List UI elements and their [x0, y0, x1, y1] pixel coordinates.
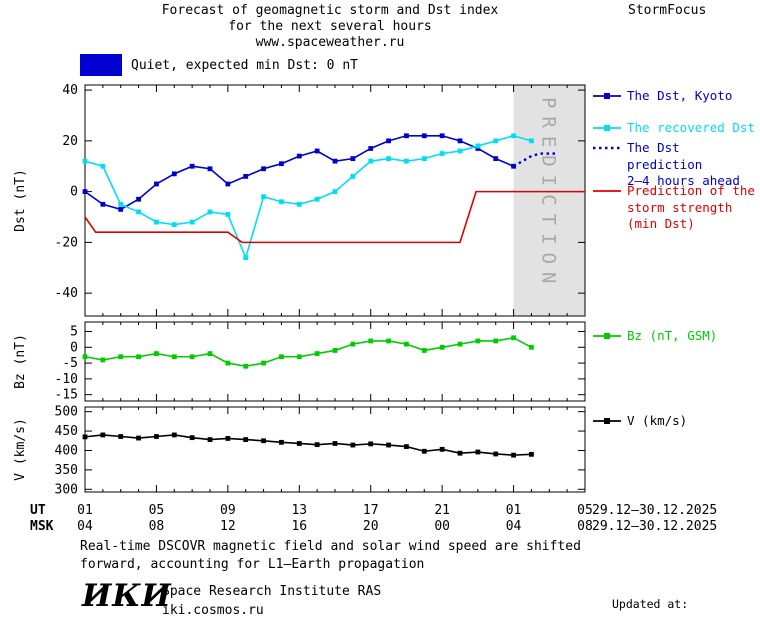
iki-logo: ИКИ: [82, 578, 172, 614]
title-site-url: www.spaceweather.ru: [255, 35, 405, 50]
legend-entry-dst-kyoto: The Dst, Kyoto: [592, 88, 732, 105]
svg-text:Dst (nT): Dst (nT): [13, 169, 28, 232]
legend-label: The recovered Dst: [627, 120, 755, 135]
svg-text:300: 300: [55, 482, 78, 497]
institute-site: iki.cosmos.ru: [162, 603, 264, 618]
svg-text:08: 08: [577, 519, 593, 534]
svg-text:20: 20: [363, 519, 379, 534]
legend-marker-dst-prediction-icon: [593, 146, 621, 150]
svg-text:16: 16: [291, 519, 307, 534]
footnote-line2: forward, accounting for L1–Earth propaga…: [80, 557, 425, 572]
svg-text:500: 500: [55, 405, 78, 420]
legend-marker-v-icon: [593, 418, 621, 424]
legend-entry-v: V (km/s): [592, 413, 687, 430]
svg-text:Bz (nT): Bz (nT): [13, 334, 28, 389]
legend-marker-storm-strength-icon: [593, 190, 621, 192]
footnote: Real-time DSCOVR magnetic field and sola…: [80, 538, 581, 574]
legend-label: The Dst prediction: [627, 140, 703, 172]
svg-text:12: 12: [220, 519, 236, 534]
svg-text:21: 21: [434, 503, 450, 518]
svg-text:29.12–30.12.2025: 29.12–30.12.2025: [592, 503, 717, 518]
title-line1: Forecast of geomagnetic storm and Dst in…: [161, 3, 499, 18]
footnote-line1: Real-time DSCOVR magnetic field and sola…: [80, 539, 581, 554]
updated-label: Updated at:: [612, 597, 689, 611]
svg-text:PREDICTION: PREDICTION: [537, 97, 559, 291]
svg-text:08: 08: [149, 519, 165, 534]
status-text: Quiet, expected min Dst: 0 nT: [131, 57, 358, 73]
svg-text:01: 01: [506, 503, 522, 518]
title-line2: for the next several hours: [228, 19, 432, 34]
status-color-swatch: [80, 54, 122, 76]
svg-text:09: 09: [220, 503, 236, 518]
legend-marker-recovered-dst-icon: [593, 125, 621, 131]
legend-label: (min Dst): [627, 216, 695, 231]
svg-text:0: 0: [70, 185, 78, 200]
chart-legend: The Dst, Kyoto The recovered Dst The Dst p…: [592, 0, 760, 470]
institute-name: Space Research Institute RAS: [162, 584, 382, 599]
legend-label: storm strength: [627, 199, 733, 215]
page-title: Forecast of geomagnetic storm and Dst in…: [80, 3, 580, 51]
svg-text:05: 05: [149, 503, 165, 518]
svg-text:05: 05: [577, 503, 593, 518]
institute-block: Space Research Institute RAS iki.cosmos.…: [162, 582, 381, 620]
svg-text:-10: -10: [55, 372, 78, 387]
legend-label: Prediction of the: [627, 183, 755, 198]
svg-text:40: 40: [62, 83, 78, 98]
svg-text:0: 0: [70, 340, 78, 355]
svg-text:29.12–30.12.2025: 29.12–30.12.2025: [592, 519, 717, 534]
svg-text:00: 00: [434, 519, 450, 534]
status-banner: Quiet, expected min Dst: 0 nT: [80, 54, 358, 76]
svg-text:350: 350: [55, 463, 78, 478]
svg-text:-40: -40: [55, 286, 78, 301]
legend-entry-recovered-dst: The recovered Dst: [592, 120, 755, 137]
svg-text:04: 04: [77, 519, 93, 534]
legend-entry-dst-prediction: The Dst prediction 2–4 hours ahead: [592, 140, 760, 190]
svg-text:5: 5: [70, 324, 78, 339]
svg-text:-20: -20: [55, 235, 78, 250]
svg-text:17: 17: [363, 503, 379, 518]
legend-marker-dst-kyoto-icon: [593, 93, 621, 99]
updated-block: Updated at: UT 01:05, 30.12.2025 MSK 04:…: [612, 564, 760, 620]
svg-text:20: 20: [62, 134, 78, 149]
svg-text:13: 13: [291, 503, 307, 518]
svg-text:V (km/s): V (km/s): [13, 418, 28, 481]
legend-label: 2–4 hours ahead: [627, 173, 740, 188]
legend-entry-bz: Bz (nT, GSM): [592, 328, 717, 345]
svg-text:-5: -5: [62, 356, 78, 371]
brand-stormfocus: StormFocus: [628, 3, 707, 18]
legend-label: V (km/s): [627, 413, 688, 428]
svg-text:450: 450: [55, 424, 78, 439]
svg-text:MSK: MSK: [30, 519, 54, 534]
svg-text:UT: UT: [30, 503, 46, 518]
legend-entry-storm-strength: Prediction of the storm strength (min Dst): [592, 183, 755, 233]
svg-text:400: 400: [55, 443, 78, 458]
legend-label: The Dst, Kyoto: [627, 88, 733, 103]
svg-text:04: 04: [506, 519, 522, 534]
legend-label: Bz (nT, GSM): [627, 328, 718, 343]
svg-text:01: 01: [77, 503, 93, 518]
svg-text:-15: -15: [55, 388, 78, 403]
legend-marker-bz-icon: [593, 333, 621, 339]
